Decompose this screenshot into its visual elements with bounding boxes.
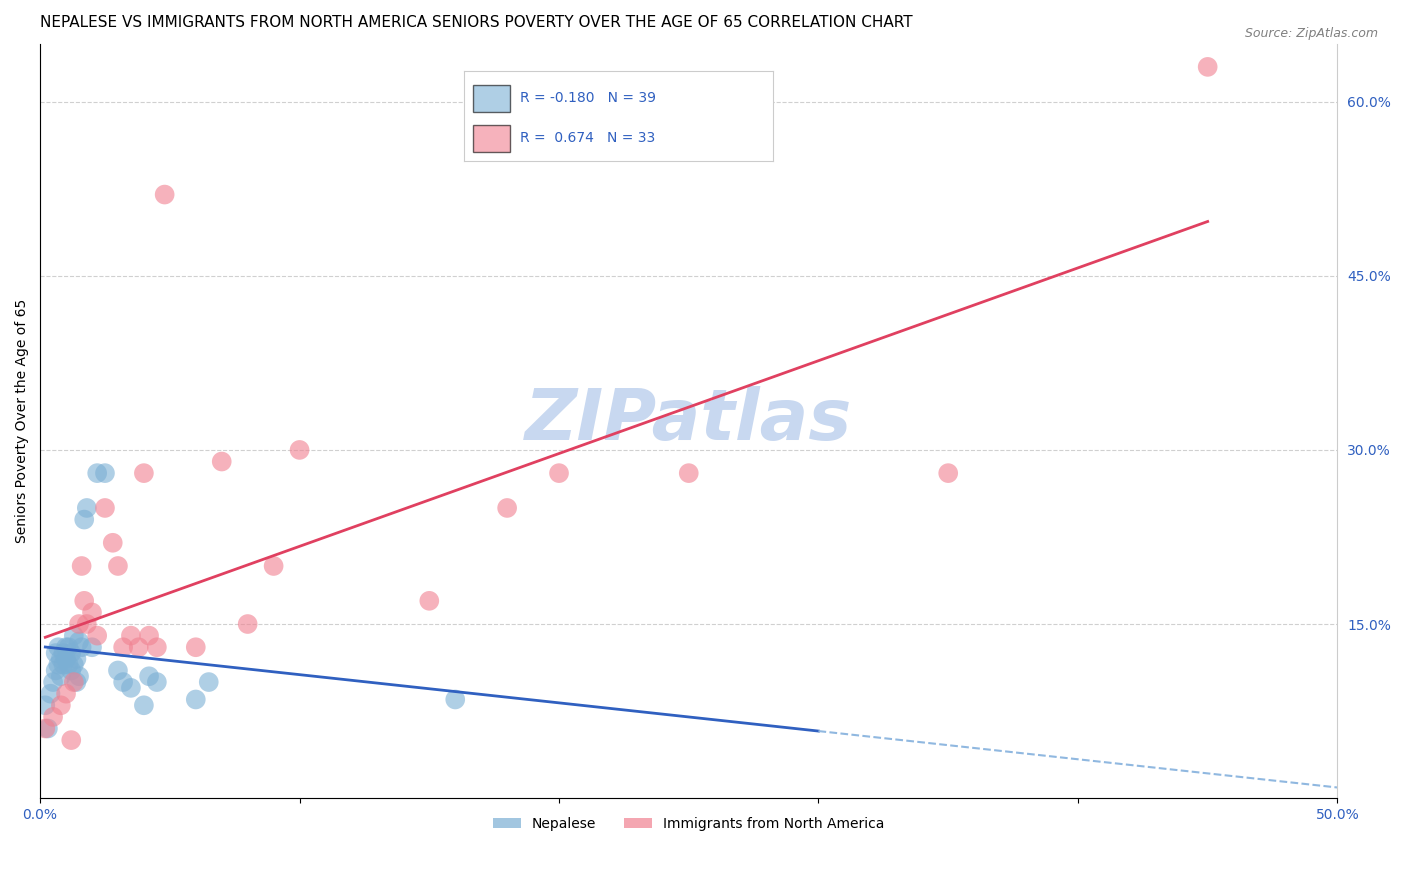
Point [49, 698, 72, 713]
Point [184, 640, 207, 655]
Point [94, 500, 117, 515]
Point [63, 675, 86, 690]
Point [46, 640, 69, 655]
Point [63, 629, 86, 643]
Point [132, 466, 155, 480]
Point [67, 669, 90, 683]
Point [120, 681, 142, 695]
Point [263, 559, 285, 574]
Point [138, 629, 160, 643]
Point [496, 500, 519, 515]
Point [138, 669, 160, 683]
Point [107, 664, 129, 678]
Point [45, 664, 67, 678]
Point [128, 640, 150, 655]
Point [60, 646, 83, 660]
Point [45, 646, 67, 660]
Point [146, 675, 169, 690]
Point [86, 466, 108, 480]
FancyBboxPatch shape [474, 125, 510, 152]
Text: R = -0.180   N = 39: R = -0.180 N = 39 [520, 91, 655, 105]
Point [236, 617, 259, 632]
Point [184, 692, 207, 706]
Point [55, 687, 77, 701]
Text: Source: ZipAtlas.com: Source: ZipAtlas.com [1244, 27, 1378, 40]
Point [58, 657, 80, 672]
Text: R =  0.674   N = 33: R = 0.674 N = 33 [520, 131, 655, 145]
Point [112, 640, 135, 655]
Point [42, 675, 65, 690]
Point [49, 669, 72, 683]
Point [60, 733, 83, 747]
Point [418, 594, 440, 608]
Point [80, 640, 103, 655]
Legend: Nepalese, Immigrants from North America: Nepalese, Immigrants from North America [488, 812, 890, 837]
Point [288, 442, 311, 457]
Point [37, 722, 59, 736]
Point [211, 454, 233, 468]
Point [76, 500, 98, 515]
Text: NEPALESE VS IMMIGRANTS FROM NORTH AMERICA SENIORS POVERTY OVER THE AGE OF 65 COR: NEPALESE VS IMMIGRANTS FROM NORTH AMERIC… [41, 15, 912, 30]
Point [86, 629, 108, 643]
Point [94, 466, 117, 480]
Point [101, 535, 124, 549]
Point [73, 512, 96, 526]
Point [153, 187, 176, 202]
Point [42, 710, 65, 724]
FancyBboxPatch shape [474, 85, 510, 112]
Point [70, 559, 93, 574]
Y-axis label: Seniors Poverty Over the Age of 65: Seniors Poverty Over the Age of 65 [15, 299, 30, 543]
Point [936, 466, 959, 480]
Point [49, 652, 72, 666]
Point [60, 664, 83, 678]
Point [52, 646, 75, 660]
Point [107, 559, 129, 574]
Point [132, 698, 155, 713]
Point [548, 466, 571, 480]
Point [55, 652, 77, 666]
Point [678, 466, 700, 480]
Point [39, 687, 62, 701]
Point [1197, 60, 1219, 74]
Point [67, 634, 90, 648]
Point [70, 640, 93, 655]
Point [65, 675, 87, 690]
Point [76, 617, 98, 632]
Point [120, 629, 142, 643]
Point [80, 606, 103, 620]
Point [67, 617, 90, 632]
Point [63, 657, 86, 672]
Point [34, 698, 56, 713]
Point [58, 640, 80, 655]
Point [146, 640, 169, 655]
Point [73, 594, 96, 608]
Point [197, 675, 219, 690]
Point [112, 675, 135, 690]
Point [34, 722, 56, 736]
Point [46, 657, 69, 672]
Point [55, 640, 77, 655]
Point [444, 692, 467, 706]
Text: ZIPatlas: ZIPatlas [524, 386, 852, 456]
Point [65, 652, 87, 666]
Point [52, 657, 75, 672]
